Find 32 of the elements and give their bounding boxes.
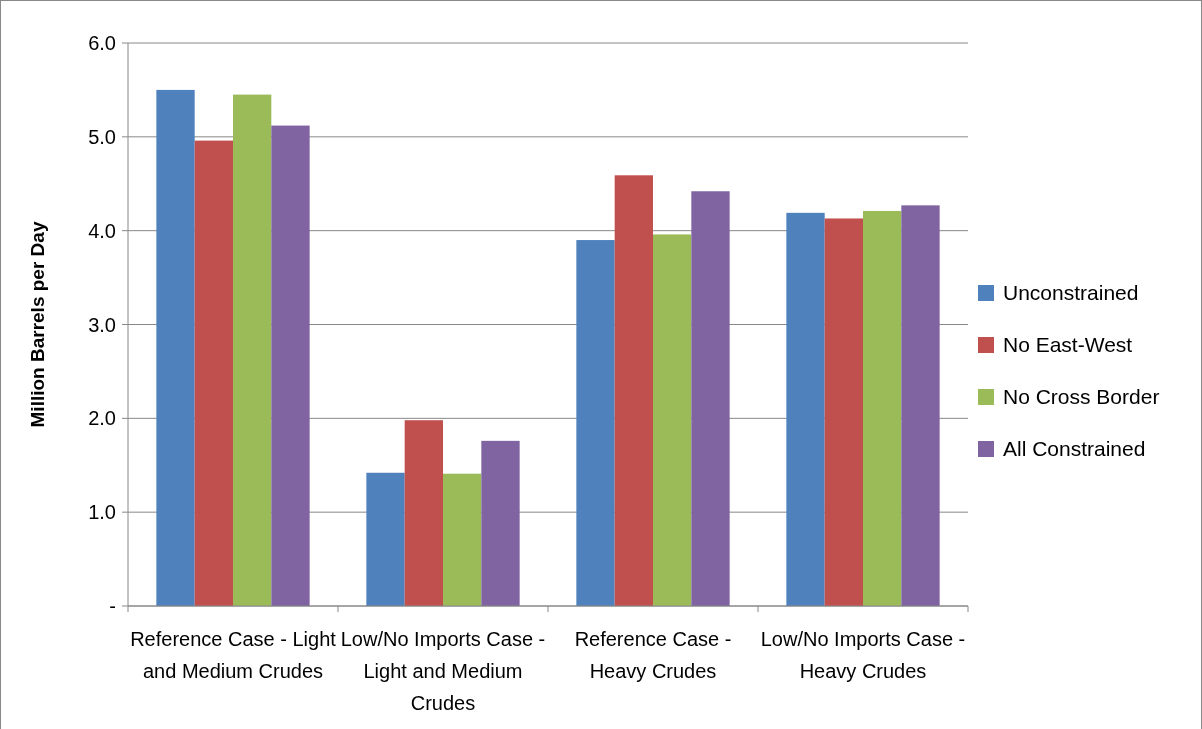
bar bbox=[233, 94, 272, 606]
bar bbox=[691, 191, 730, 606]
x-tick-label: Low/No Imports Case - Light and Medium Crudes bbox=[340, 628, 546, 714]
bar bbox=[863, 210, 902, 606]
bar bbox=[653, 234, 692, 606]
legend-label: Unconstrained bbox=[1003, 281, 1139, 305]
y-tick-label: 5.0 bbox=[88, 125, 116, 148]
bar bbox=[156, 89, 195, 606]
y-axis-title: Million Barrels per Day bbox=[27, 221, 48, 428]
bar bbox=[271, 125, 310, 606]
bar bbox=[366, 472, 405, 606]
y-tick-label: 3.0 bbox=[88, 313, 116, 336]
y-tick-label: 6.0 bbox=[88, 32, 116, 54]
y-tick-label: 2.0 bbox=[88, 407, 116, 430]
bar bbox=[824, 218, 863, 606]
legend-label: No East-West bbox=[1003, 333, 1133, 357]
x-tick-label: Reference Case - Light and Medium Crudes bbox=[130, 628, 337, 682]
bar bbox=[901, 205, 940, 606]
y-tick-label: 4.0 bbox=[88, 219, 116, 242]
bar bbox=[614, 175, 653, 606]
bar bbox=[443, 473, 482, 606]
legend-label: All Constrained bbox=[1003, 437, 1146, 461]
bar bbox=[404, 420, 443, 606]
bar bbox=[481, 440, 520, 606]
y-tick-label: - bbox=[109, 595, 116, 617]
legend-label: No Cross Border bbox=[1003, 385, 1160, 409]
y-tick-label: 1.0 bbox=[88, 501, 116, 524]
bar bbox=[194, 140, 233, 606]
bar bbox=[786, 212, 825, 606]
x-tick-label: Low/No Imports Case - Heavy Crudes bbox=[760, 628, 966, 682]
bar bbox=[576, 240, 615, 606]
x-tick-label: Reference Case - Heavy Crudes bbox=[574, 628, 732, 682]
